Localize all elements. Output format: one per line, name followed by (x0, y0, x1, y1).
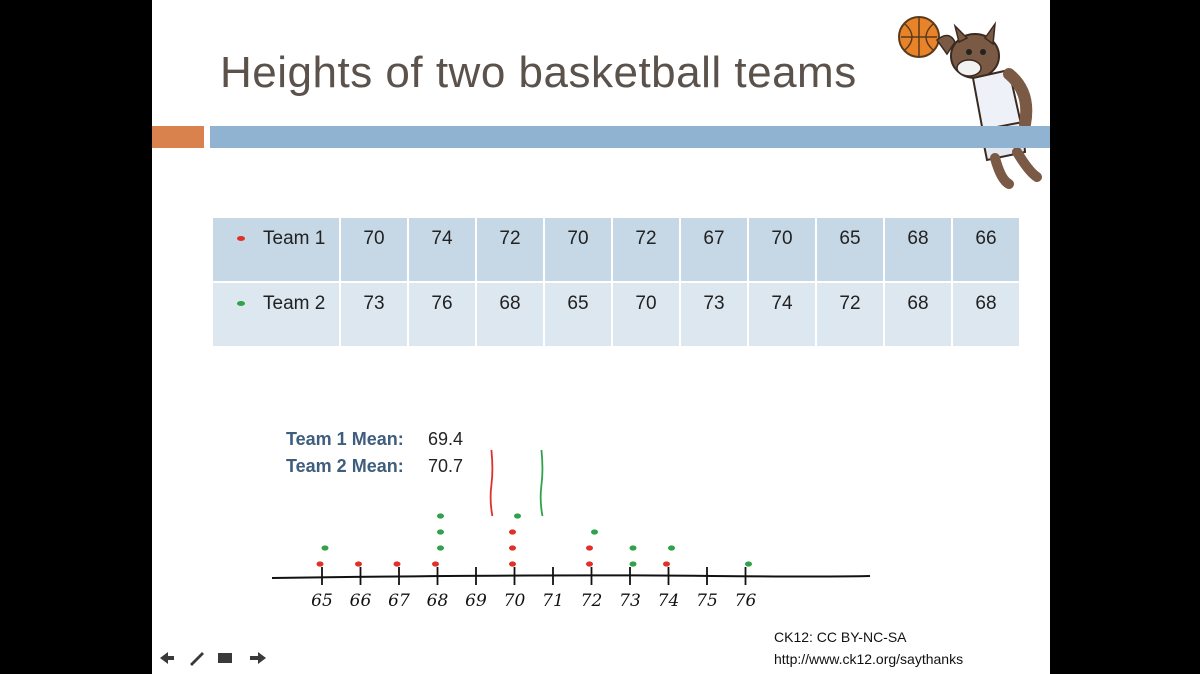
table-cell: 70 (341, 218, 407, 281)
table-cell: 74 (409, 218, 475, 281)
table-cell: 65 (545, 283, 611, 346)
red-dot-icon (237, 236, 245, 242)
table-cell: 74 (749, 283, 815, 346)
table-row-team2: Team 2 73 76 68 65 70 73 74 72 68 68 (213, 283, 1019, 346)
team2-dot (437, 545, 444, 551)
credit-license: CK12: CC BY-NC-SA (774, 629, 907, 645)
team2-dot (668, 545, 675, 551)
team1-mean: Team 1 Mean: 69.4 (286, 429, 464, 449)
table-cell: 73 (681, 283, 747, 346)
team2-dot (745, 561, 752, 567)
dot-plot: 65 66 67 68 69 70 71 72 73 74 75 76 (271, 449, 871, 611)
accent-bar-orange (152, 126, 204, 148)
slide: Heights of two basketball teams Team 1 7… (152, 0, 1050, 674)
team1-mean-line (489, 449, 494, 517)
slideshow-nav[interactable] (158, 650, 268, 666)
team2-dot (514, 513, 521, 519)
table-cell: 72 (817, 283, 883, 346)
tick-label: 68 (427, 591, 449, 611)
team1-dot (663, 561, 670, 567)
wolf-basketball-mascot-icon (898, 16, 1042, 189)
table-cell: 68 (953, 283, 1019, 346)
pen-icon (190, 652, 204, 666)
table-cell: 68 (885, 283, 951, 346)
prev-arrow-icon (160, 652, 174, 664)
credit-url: http://www.ck12.org/saythanks (774, 651, 964, 667)
tick-label: 75 (696, 591, 718, 611)
tick-label: 72 (581, 591, 603, 611)
team1-dot (586, 561, 593, 567)
heights-table: Team 1 70 74 72 70 72 67 70 65 68 66 Tea… (211, 216, 1021, 348)
table-cell: 73 (341, 283, 407, 346)
team1-dot (432, 561, 439, 567)
team1-dot (509, 545, 516, 551)
table-cell: 72 (477, 218, 543, 281)
table-row-team1: Team 1 70 74 72 70 72 67 70 65 68 66 (213, 218, 1019, 281)
credit: CK12: CC BY-NC-SA http://www.ck12.org/sa… (774, 626, 963, 670)
tick-label: 74 (658, 591, 680, 611)
table-cell: 67 (681, 218, 747, 281)
team2-dot (437, 513, 444, 519)
table-cell: 70 (545, 218, 611, 281)
team2-dot (629, 561, 637, 567)
team2-dot (591, 529, 598, 535)
accent-bar-blue (210, 126, 1050, 148)
team1-dot (509, 529, 516, 535)
table-row-label: Team 2 (213, 283, 339, 346)
team1-dot (393, 561, 401, 567)
number-line (271, 574, 871, 579)
table-cell: 68 (477, 283, 543, 346)
team2-dot (629, 545, 637, 551)
team2-mean: Team 2 Mean: 70.7 (286, 456, 464, 476)
table-cell: 70 (613, 283, 679, 346)
team2-dot (437, 529, 444, 535)
table-row-label: Team 1 (213, 218, 339, 281)
tick-label: 73 (619, 591, 641, 611)
next-arrow-icon (250, 652, 266, 664)
tick-label: 65 (311, 591, 333, 611)
tick-label: 66 (350, 591, 372, 611)
means-block: Team 1 Mean: 69.4 Team 2 Mean: 70.7 (286, 426, 463, 480)
team1-dot (509, 561, 516, 567)
table-cell: 68 (885, 218, 951, 281)
tick-label: 76 (735, 591, 757, 611)
tick-label: 71 (542, 591, 564, 611)
team2-dot (321, 545, 329, 551)
tick-label: 69 (465, 591, 487, 611)
table-cell: 65 (817, 218, 883, 281)
team1-dot (355, 561, 362, 567)
slide-title: Heights of two basketball teams (220, 48, 857, 97)
menu-icon (218, 653, 232, 663)
table-cell: 76 (409, 283, 475, 346)
tick-label: 67 (388, 591, 410, 611)
team1-dot (586, 545, 593, 551)
table-cell: 66 (953, 218, 1019, 281)
table-cell: 72 (613, 218, 679, 281)
team2-mean-line (539, 449, 544, 517)
table-cell: 70 (749, 218, 815, 281)
tick-label: 70 (504, 591, 526, 611)
team1-dot (316, 561, 324, 567)
green-dot-icon (237, 301, 245, 307)
